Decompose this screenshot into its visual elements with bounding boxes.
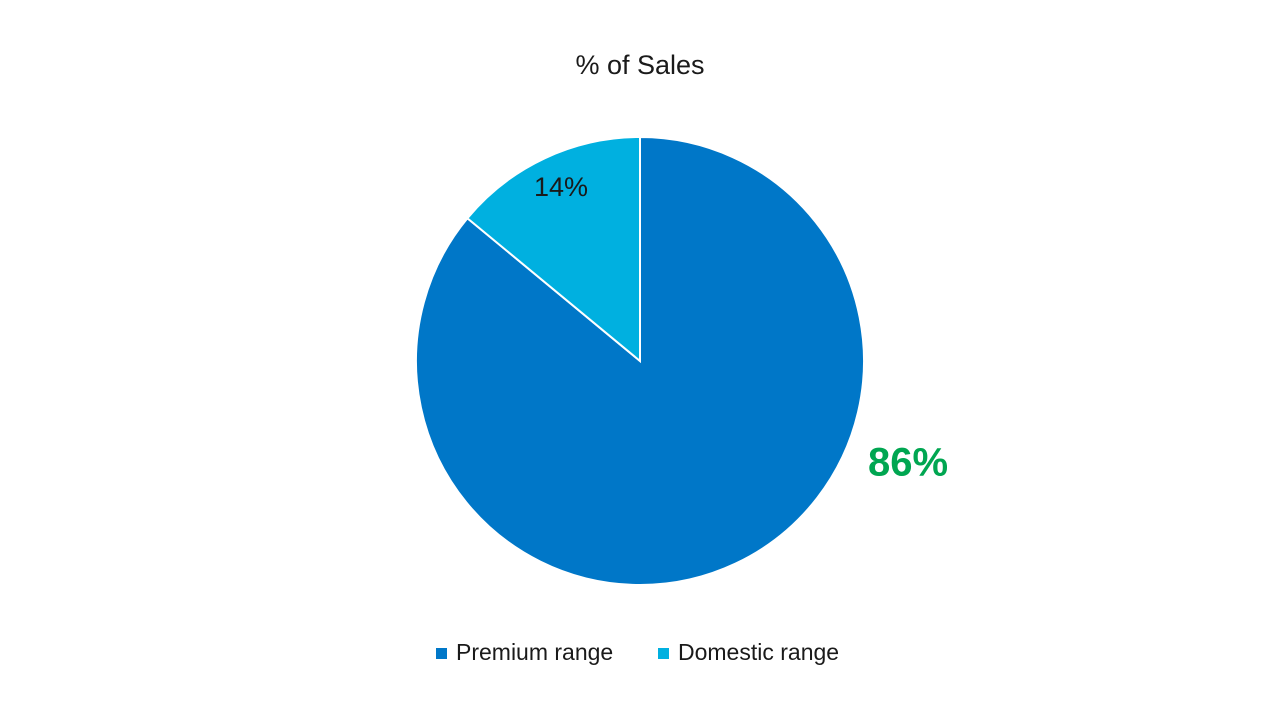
chart-title: % of Sales [575, 50, 704, 80]
legend-swatch [436, 648, 447, 659]
data-label: 86% [868, 441, 948, 485]
legend-swatch [658, 648, 669, 659]
legend-label: Premium range [456, 639, 613, 665]
pie-slice [465, 135, 641, 364]
legend-label: Domestic range [678, 639, 839, 665]
data-label: 14% [534, 172, 588, 202]
